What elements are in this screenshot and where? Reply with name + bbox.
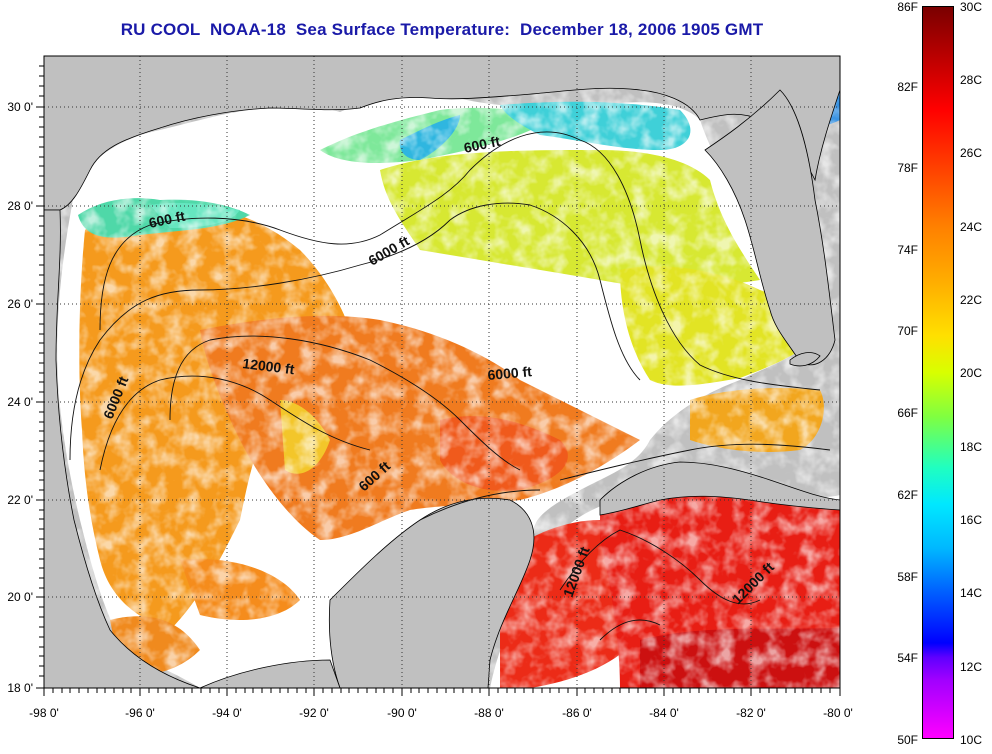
graticule <box>44 56 840 688</box>
lon-label: -84 0' <box>649 706 679 720</box>
colorbar-c-label: 28C <box>960 73 983 87</box>
temperature-colorbar <box>922 6 954 739</box>
colorbar-c-label: 24C <box>960 220 983 234</box>
colorbar-f-label: 86F <box>897 0 918 14</box>
colorbar-c-label: 26C <box>960 146 983 160</box>
colorbar-f-label: 78F <box>897 161 918 175</box>
axis-ticks <box>36 65 841 696</box>
lon-label: -94 0' <box>212 706 242 720</box>
lon-label: -92 0' <box>299 706 329 720</box>
map-title: RU COOL NOAA-18 Sea Surface Temperature:… <box>120 20 764 39</box>
longitude-labels: -98 0' -96 0' -94 0' -92 0' -90 0' -88 0… <box>29 706 853 720</box>
colorbar-f-label: 70F <box>897 324 918 338</box>
colorbar-c-label: 14C <box>960 586 983 600</box>
lon-label: -82 0' <box>736 706 766 720</box>
contour-label: 600 ft <box>462 133 501 156</box>
lon-label: -80 0' <box>823 706 853 720</box>
colorbar-c-label: 12C <box>960 660 983 674</box>
colorbar-f-label: 74F <box>897 243 918 257</box>
land-masses <box>44 56 840 688</box>
lon-label: -88 0' <box>474 706 504 720</box>
latitude-labels: 30 0' 28 0' 26 0' 24 0' 22 0' 20 0' 18 0… <box>7 100 33 695</box>
lon-label: -90 0' <box>387 706 417 720</box>
lat-label: 20 0' <box>7 590 33 604</box>
colorbar-c-label: 22C <box>960 293 983 307</box>
colorbar-f-label: 66F <box>897 406 918 420</box>
lat-label: 30 0' <box>7 100 33 114</box>
map-frame <box>43 55 841 689</box>
colorbar-f-label: 82F <box>897 80 918 94</box>
colorbar-c-label: 20C <box>960 366 983 380</box>
lat-label: 18 0' <box>7 681 33 695</box>
lat-label: 28 0' <box>7 199 33 213</box>
colorbar-f-label: 54F <box>897 651 918 665</box>
lat-label: 24 0' <box>7 395 33 409</box>
contour-label: 6000 ft <box>487 363 533 383</box>
lat-label: 26 0' <box>7 297 33 311</box>
colorbar-f-label: 50F <box>897 733 918 747</box>
lon-label: -96 0' <box>125 706 155 720</box>
colorbar-c-label: 16C <box>960 513 983 527</box>
colorbar-c-label: 10C <box>960 733 983 747</box>
colorbar-f-label: 62F <box>897 488 918 502</box>
lat-label: 22 0' <box>7 493 33 507</box>
lon-label: -98 0' <box>29 706 59 720</box>
contour-label: 12000 ft <box>242 355 296 377</box>
bathymetry-contours <box>69 131 831 641</box>
lon-label: -86 0' <box>562 706 592 720</box>
colorbar-c-label: 30C <box>960 0 983 14</box>
colorbar-f-label: 58F <box>897 570 918 584</box>
contour-label: 600 ft <box>147 208 186 231</box>
colorbar-c-label: 18C <box>960 440 983 454</box>
